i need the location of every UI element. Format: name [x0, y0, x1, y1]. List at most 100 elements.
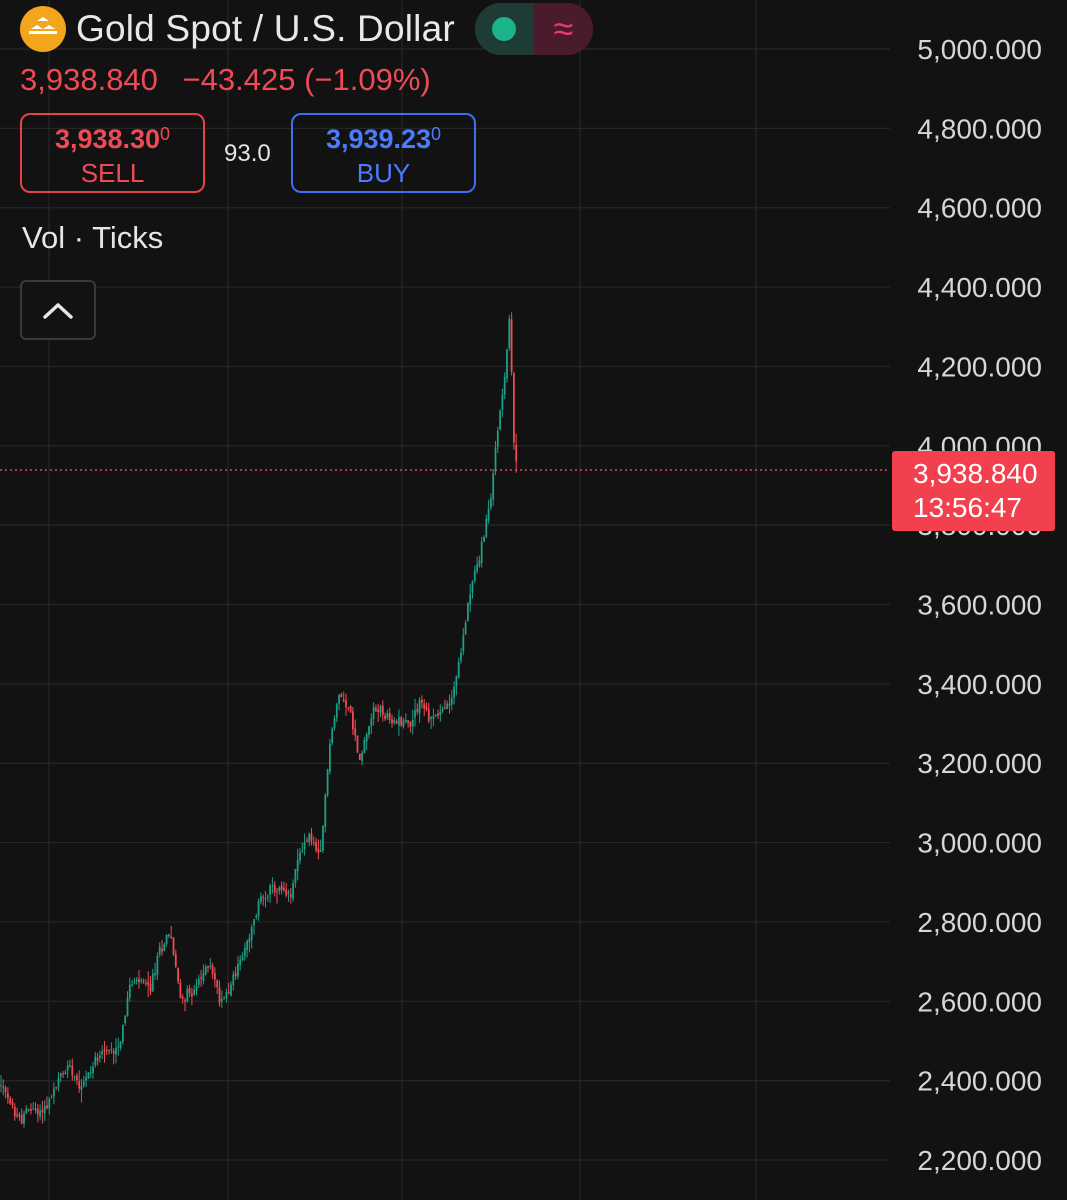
volume-indicator-label[interactable]: Vol · Ticks: [22, 220, 164, 255]
candle-body: [430, 716, 432, 719]
candle-body: [184, 1000, 186, 1002]
y-tick-label: 2,200.000: [917, 1145, 1042, 1176]
candle-body: [510, 319, 513, 372]
candle-body: [170, 936, 173, 939]
candle-body: [361, 752, 363, 761]
candle-body: [96, 1057, 99, 1061]
candle-body: [499, 410, 501, 430]
candle-body: [508, 318, 511, 348]
candle-body: [248, 938, 251, 943]
price-change-percent: (−1.09%): [304, 62, 431, 97]
candle-body: [312, 842, 315, 844]
candle-body: [402, 720, 405, 727]
candle-body: [46, 1105, 48, 1109]
y-tick-label: 5,000.000: [917, 34, 1042, 65]
current-price-tag: 3,938.840 13:56:47: [892, 451, 1055, 531]
market-status-toggle[interactable]: ≈: [474, 3, 593, 55]
y-tick-label: 3,200.000: [917, 748, 1042, 779]
candle-body: [27, 1108, 30, 1110]
candle-body: [53, 1088, 55, 1097]
candle-body: [368, 726, 370, 735]
candle-body: [138, 978, 140, 983]
candle-body: [211, 965, 214, 975]
candle-body: [105, 1050, 108, 1052]
candle-body: [76, 1075, 78, 1081]
candle-body: [448, 703, 451, 706]
candle-body: [32, 1108, 35, 1110]
candle-body: [18, 1114, 21, 1117]
candle-body: [464, 622, 467, 635]
symbol-title[interactable]: Gold Spot / U.S. Dollar: [76, 8, 455, 49]
candle-body: [506, 349, 508, 379]
candle-body: [23, 1113, 25, 1124]
candle-body: [494, 447, 497, 472]
candle-body: [317, 848, 320, 853]
candle-body: [476, 564, 478, 571]
gold-bars-icon[interactable]: [20, 6, 66, 52]
candle-body: [11, 1101, 14, 1106]
candle-body: [119, 1041, 122, 1048]
y-tick-label: 3,600.000: [917, 590, 1042, 621]
market-open-toggle[interactable]: [474, 3, 534, 55]
chart-header: Gold Spot / U.S. Dollar ≈: [20, 3, 593, 55]
candle-body: [283, 887, 285, 891]
candle-body: [92, 1066, 94, 1074]
dot-icon: [492, 17, 517, 41]
candle-body: [165, 934, 168, 944]
candle-body: [471, 581, 474, 593]
candle-body: [225, 992, 228, 999]
candle-body: [115, 1047, 117, 1055]
candle-body: [299, 852, 301, 861]
approx-wave-icon[interactable]: ≈: [533, 3, 593, 55]
candle-body: [62, 1073, 64, 1075]
collapse-indicators-button[interactable]: [20, 280, 96, 340]
y-tick-label: 3,400.000: [917, 669, 1042, 700]
candle-body: [423, 703, 426, 709]
candle-body: [112, 1050, 115, 1054]
candle-body: [271, 885, 274, 887]
candle-body: [73, 1076, 76, 1078]
candle-body: [80, 1086, 83, 1091]
candle-body: [354, 728, 357, 736]
candle-body: [407, 720, 409, 723]
sell-button[interactable]: 3,938.300 SELL: [20, 113, 205, 193]
candle-body: [230, 984, 232, 996]
candle-body: [122, 1024, 124, 1042]
candle-body: [204, 966, 207, 975]
candle-body: [179, 982, 182, 998]
candle-body: [202, 973, 205, 981]
candle-body: [358, 753, 361, 760]
y-tick-label: 3,000.000: [917, 828, 1042, 859]
candle-body: [395, 721, 398, 724]
candle-body: [117, 1046, 120, 1048]
candle-body: [446, 703, 449, 709]
buy-button[interactable]: 3,939.230 BUY: [291, 113, 476, 193]
candle-body: [329, 743, 331, 772]
candle-body: [266, 896, 269, 898]
candle-body: [342, 699, 345, 702]
candle-body: [246, 940, 248, 950]
candle-body: [124, 1015, 127, 1024]
candle-body: [2, 1086, 5, 1088]
price-axis[interactable]: 2,200.000 2,400.000 2,600.000 2,800.000 3,00…: [917, 34, 1042, 1176]
candle-body: [158, 946, 161, 955]
candle-body: [142, 981, 145, 983]
candle-body: [398, 716, 400, 726]
candle-body: [418, 699, 421, 714]
candle-body: [363, 739, 366, 753]
candle-body: [237, 963, 239, 977]
candle-body: [135, 979, 138, 982]
candle-body: [503, 376, 506, 395]
candle-body: [427, 708, 430, 722]
candle-body: [375, 708, 377, 712]
price-tag-countdown: 13:56:47: [913, 492, 1022, 523]
candle-body: [349, 706, 352, 713]
candle-body: [432, 716, 435, 720]
buy-price: 3,939.230: [325, 123, 442, 154]
candle-body: [128, 984, 131, 998]
candle-body: [48, 1098, 51, 1109]
candle-body: [36, 1108, 39, 1115]
candle-body: [462, 635, 465, 652]
y-tick-label: 2,400.000: [917, 1066, 1042, 1097]
